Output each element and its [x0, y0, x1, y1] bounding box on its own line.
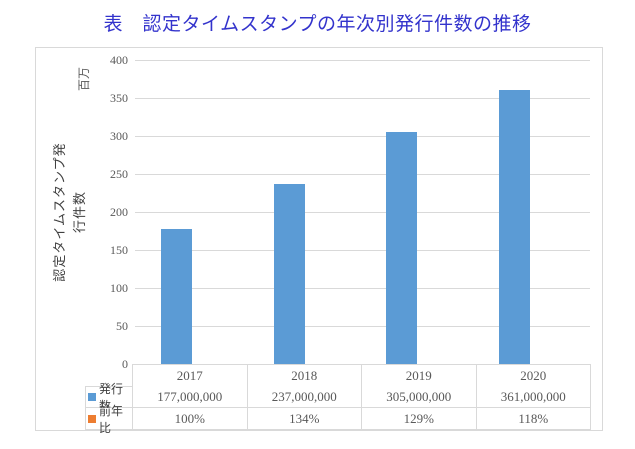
- value-発行数-2017: 177,000,000: [133, 386, 248, 408]
- gridline-250: [135, 173, 590, 175]
- legend-marker-発行数: [88, 393, 96, 401]
- y-tick-label-150: 150: [110, 243, 128, 257]
- bar-2017: [161, 229, 192, 364]
- y-tick-label-100: 100: [110, 281, 128, 295]
- value-前年比-2020: 118%: [476, 408, 591, 430]
- y-axis-title: 認定タイムスタンプ発行件数: [52, 142, 87, 282]
- gridline-200: [135, 211, 590, 213]
- y-tick-label-200: 200: [110, 205, 128, 219]
- value-前年比-2018: 134%: [247, 408, 362, 430]
- value-発行数-2020: 361,000,000: [476, 386, 591, 408]
- bar-2018: [273, 183, 305, 364]
- table-row-発行数: 発行数 177,000,000 237,000,000 305,000,000 361,…: [85, 382, 591, 413]
- gridline-50: [135, 325, 590, 327]
- gridline-100: [135, 287, 590, 289]
- value-前年比-2019: 129%: [362, 408, 477, 430]
- y-tick-label-300: 300: [110, 129, 128, 143]
- legend-marker-前年比: [88, 414, 96, 423]
- y-tick-label-0: 0: [122, 357, 128, 371]
- gridline-350: [135, 97, 590, 99]
- chart-title: 表 認定タイムスタンプの年次別発行件数の推移: [103, 14, 532, 35]
- table-year-2019: 2019: [362, 365, 477, 387]
- table-row-前年比: 前年比 100% 134% 129% 118%: [85, 404, 591, 435]
- table-year-2020: 2020: [476, 365, 591, 387]
- bar-2019: [386, 132, 418, 364]
- y-tick-label-350: 350: [110, 91, 128, 105]
- gridline-300: [135, 135, 590, 137]
- series-label-発行数: 発行数: [86, 382, 133, 413]
- y-tick-label-400: 400: [110, 53, 128, 67]
- table-year-2017: 2017: [133, 365, 248, 387]
- table-header-row: 2017 2018 2019 2020: [132, 364, 591, 387]
- value-発行数-2018: 237,000,000: [247, 386, 362, 408]
- table-year-2018: 2018: [247, 365, 362, 387]
- chart-frame: 百万 認定タイムスタンプ発行件数 0 50 100 150 200 250 300 350 40…: [35, 47, 603, 435]
- value-発行数-2019: 305,000,000: [362, 386, 477, 408]
- bar-2020: [498, 89, 530, 364]
- series-name: 前年比: [99, 403, 124, 435]
- y-tick-label-50: 50: [116, 319, 128, 333]
- gridline-400: [135, 59, 590, 61]
- y-tick-label-250: 250: [110, 167, 128, 181]
- gridline-150: [135, 249, 590, 251]
- series-label-前年比: 前年比: [86, 404, 133, 435]
- value-前年比-2017: 100%: [133, 408, 248, 430]
